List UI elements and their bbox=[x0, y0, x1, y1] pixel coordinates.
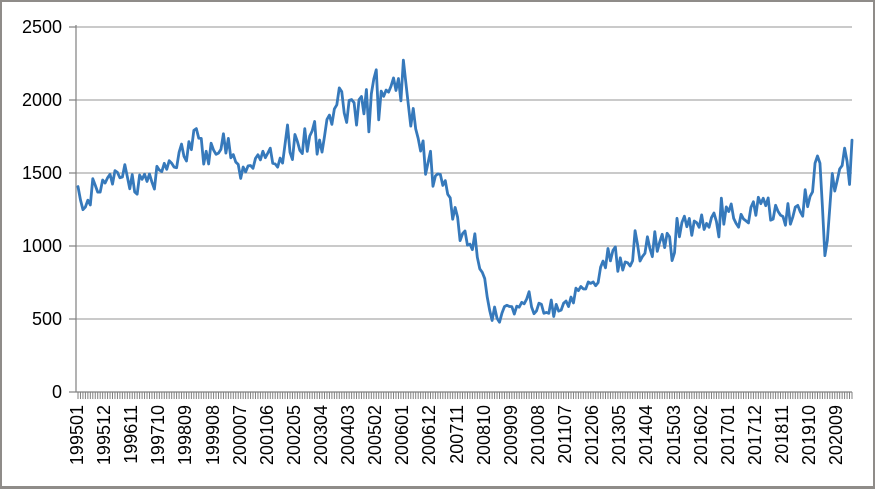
x-axis-label: 200106 bbox=[256, 405, 277, 466]
x-axis-label: 201712 bbox=[744, 405, 765, 466]
y-gridlines bbox=[76, 26, 852, 320]
x-axis-label: 200403 bbox=[338, 405, 359, 466]
x-axis-label: 200909 bbox=[500, 405, 521, 466]
y-axis-label: 1500 bbox=[21, 163, 62, 183]
x-axis-label: 201811 bbox=[771, 405, 792, 464]
data-series bbox=[76, 58, 854, 324]
x-axis-label: 200502 bbox=[365, 405, 386, 466]
x-axis-label: 199611 bbox=[121, 405, 142, 464]
x-axis-label: 199908 bbox=[202, 405, 223, 466]
y-axis-label: 2000 bbox=[21, 90, 62, 110]
y-axis-label: 2500 bbox=[21, 17, 62, 37]
x-axis-label: 201910 bbox=[799, 405, 820, 466]
data-series-line bbox=[76, 58, 854, 324]
x-axis-label: 200601 bbox=[392, 405, 413, 466]
x-axis-label: 199512 bbox=[94, 405, 115, 466]
x-axis-label: 199809 bbox=[175, 405, 196, 466]
y-axis-label: 1000 bbox=[21, 236, 62, 256]
x-axis-label: 200612 bbox=[419, 405, 440, 466]
x-axis-label: 199501 bbox=[67, 405, 87, 466]
x-axis-label: 202009 bbox=[826, 405, 847, 466]
x-axis-tick-comb bbox=[77, 392, 853, 399]
x-axis-label: 200304 bbox=[311, 405, 332, 466]
x-axis-label: 201008 bbox=[527, 405, 548, 466]
x-axis-label: 201503 bbox=[663, 405, 684, 466]
x-axis-label: 201107 bbox=[555, 405, 576, 464]
x-axis-label: 200205 bbox=[283, 405, 304, 466]
y-axis-label: 0 bbox=[51, 382, 62, 402]
y-axis-label: 500 bbox=[31, 309, 62, 329]
x-axis-label: 200007 bbox=[229, 405, 250, 466]
x-axis-label: 200810 bbox=[473, 405, 494, 466]
x-axis-label: 201602 bbox=[690, 405, 711, 466]
axes bbox=[75, 25, 852, 393]
x-axis-label: 201305 bbox=[609, 405, 630, 466]
y-axis-ticks bbox=[69, 26, 76, 393]
x-axis-label: 201404 bbox=[636, 405, 657, 466]
x-axis-label: 200711 bbox=[446, 405, 467, 464]
x-axis-label: 201206 bbox=[582, 405, 603, 466]
x-axis-label: 201701 bbox=[717, 405, 738, 466]
x-axis-label: 199710 bbox=[148, 405, 169, 466]
